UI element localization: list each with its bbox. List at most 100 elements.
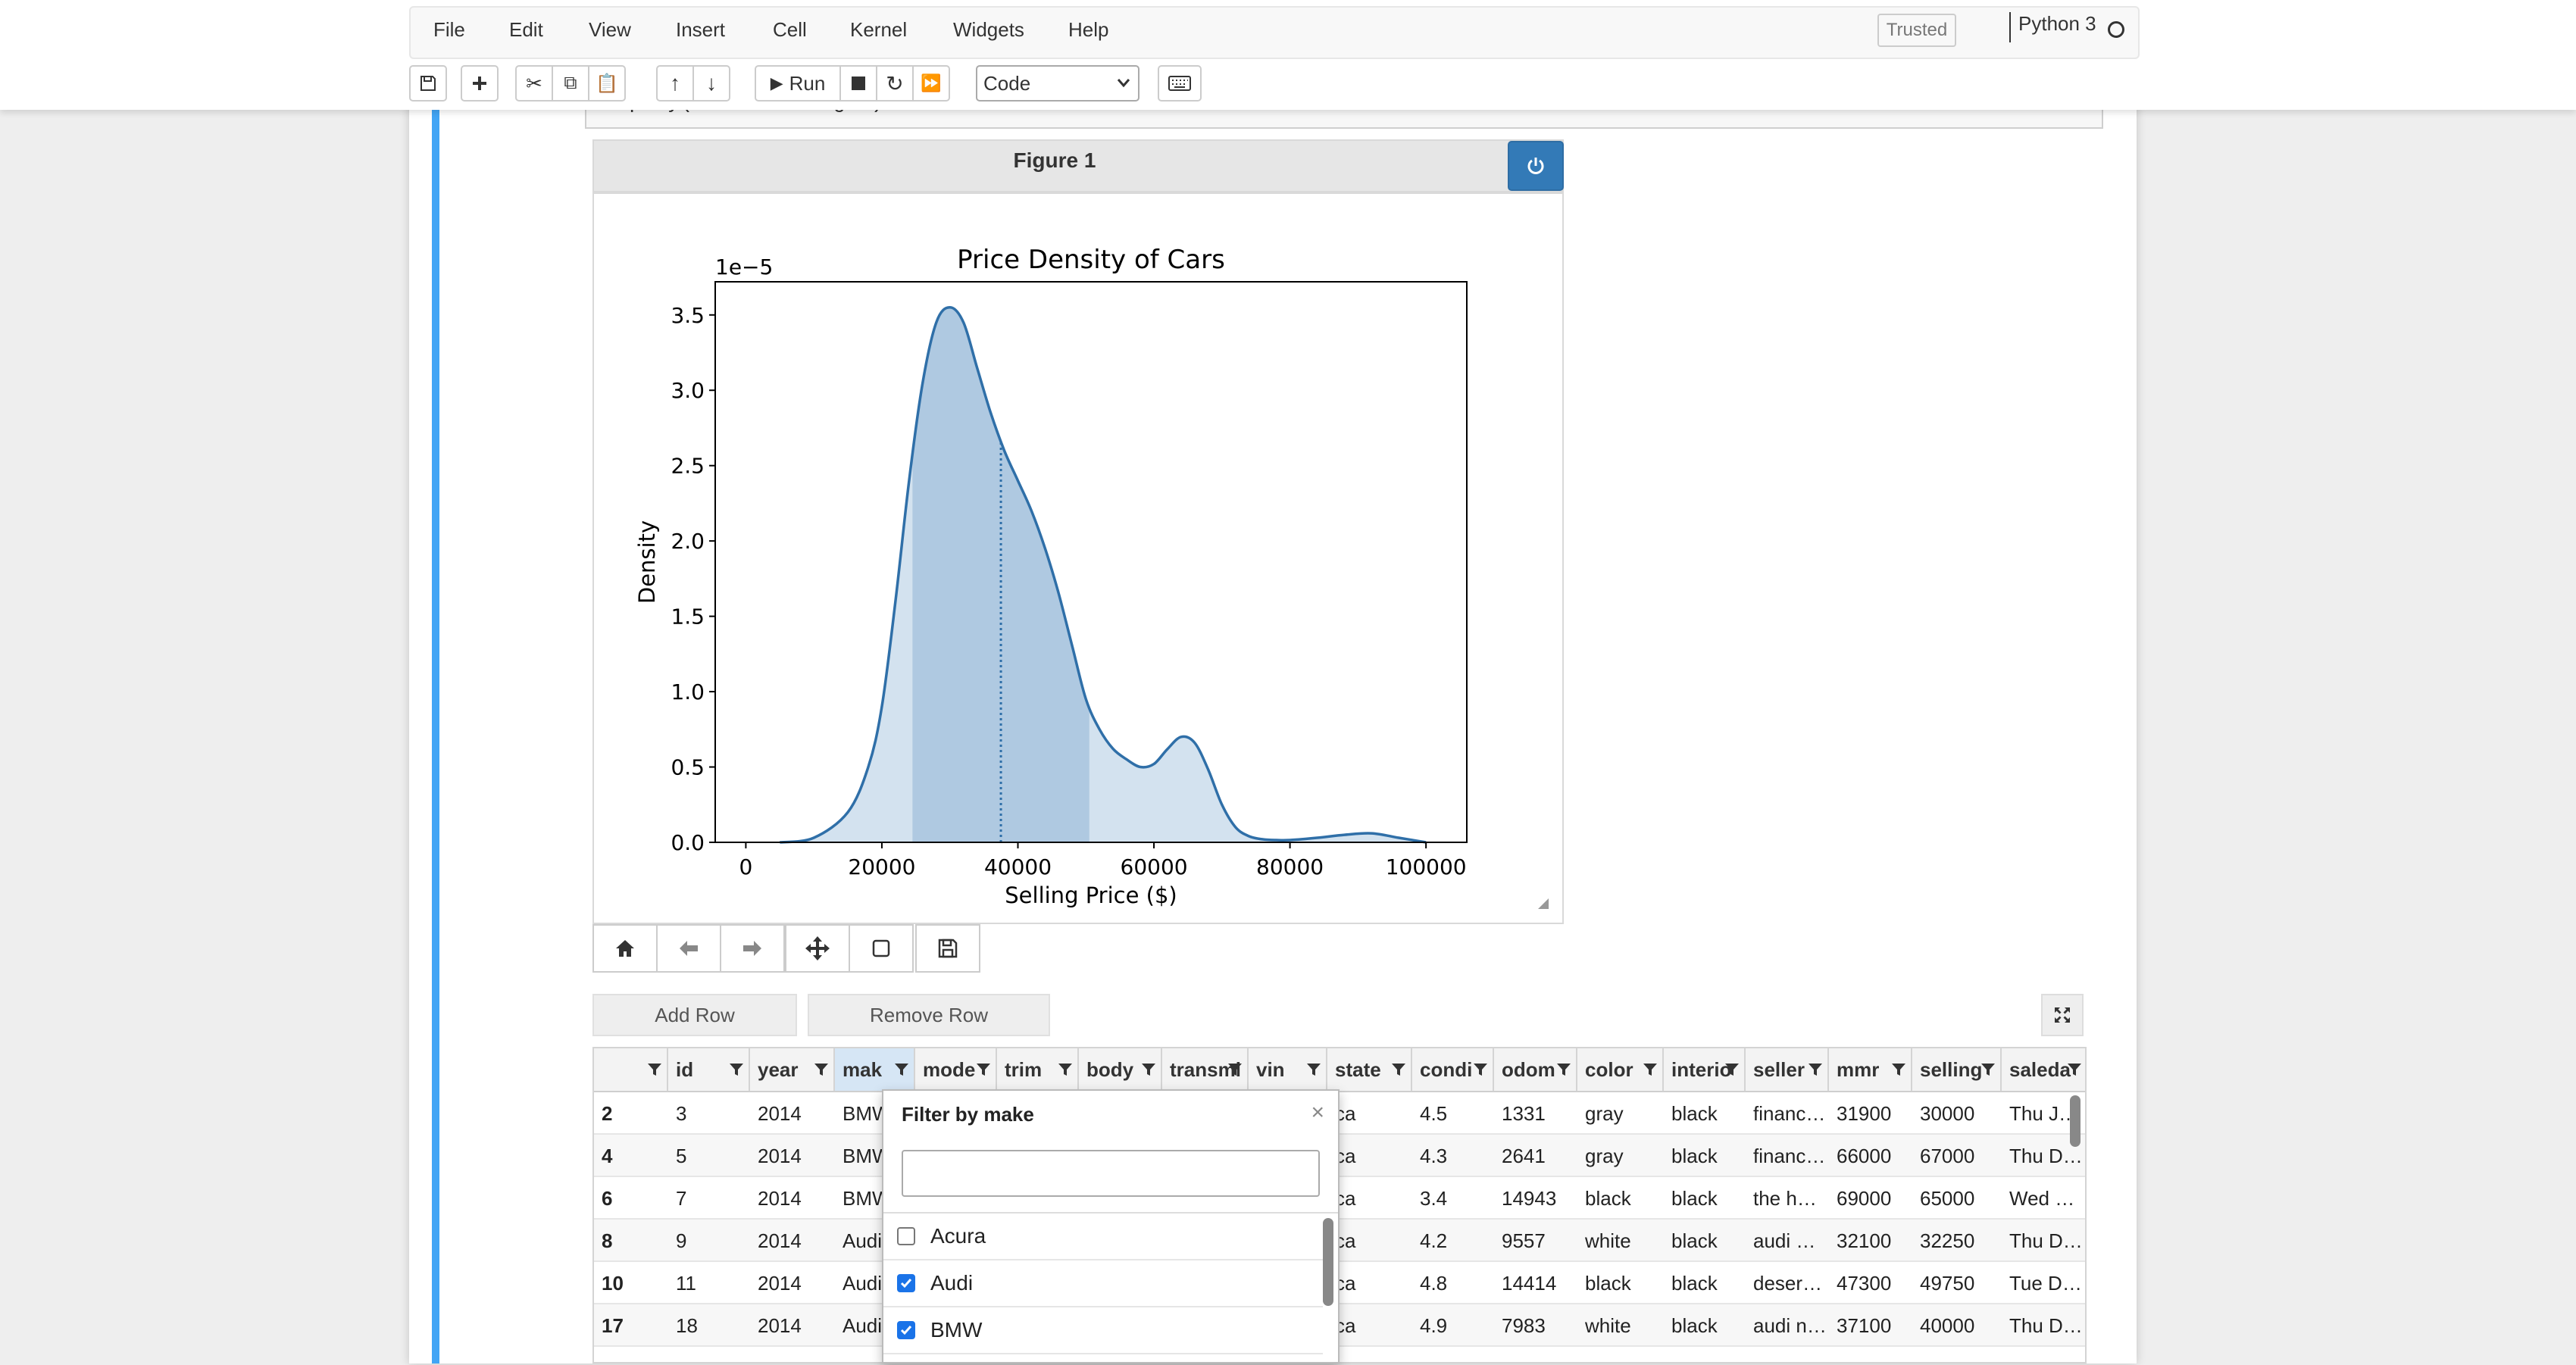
cell-color[interactable]: black [1585, 1272, 1631, 1295]
filter-icon[interactable] [1980, 1062, 1996, 1077]
add-row-button[interactable]: Add Row [592, 994, 797, 1036]
column-header-mmr[interactable]: mmr [1829, 1048, 1912, 1091]
cell-make[interactable]: Audi [843, 1314, 883, 1337]
cell-index[interactable]: 17 [602, 1314, 624, 1337]
filter-option-audi[interactable]: Audi [883, 1260, 1323, 1307]
column-header-model[interactable]: mode [915, 1048, 997, 1091]
table-row[interactable]: 8 9 2014 Audi ca 4.2 9557 white black audi … 32100… [594, 1220, 2085, 1262]
cell-condition[interactable]: 4.5 [1420, 1102, 1448, 1125]
cell-mmr[interactable]: 32100 [1837, 1229, 1892, 1252]
cell-year[interactable]: 2014 [758, 1102, 802, 1125]
copy-button[interactable]: ⧉ [552, 65, 589, 102]
cell-seller[interactable]: financ… [1753, 1145, 1826, 1167]
column-header-state[interactable]: state [1327, 1048, 1412, 1091]
cell-odometer[interactable]: 14943 [1502, 1187, 1557, 1210]
column-header-saledate[interactable]: saleda [2002, 1048, 2085, 1091]
zoom-rect-button[interactable] [849, 924, 914, 973]
cell-make[interactable]: Audi [843, 1272, 883, 1295]
column-header-color[interactable]: color [1577, 1048, 1664, 1091]
menu-file[interactable]: File [433, 18, 465, 41]
trusted-indicator[interactable]: Trusted [1877, 14, 1956, 47]
cell-sellingprice[interactable]: 32250 [1920, 1229, 1975, 1252]
checkbox-icon[interactable] [897, 1274, 915, 1292]
insert-cell-button[interactable] [461, 65, 499, 102]
filter-icon[interactable] [1891, 1062, 1906, 1077]
cell-color[interactable]: gray [1585, 1102, 1624, 1125]
filter-search-input[interactable] [902, 1150, 1320, 1197]
cell-seller[interactable]: audi … [1753, 1229, 1816, 1252]
cell-color[interactable]: black [1585, 1187, 1631, 1210]
filter-icon[interactable] [1556, 1062, 1571, 1077]
filter-option-acura[interactable]: Acura [883, 1214, 1323, 1260]
filter-icon[interactable] [1391, 1062, 1406, 1077]
move-up-button[interactable]: ↑ [656, 65, 694, 102]
filter-icon[interactable] [1058, 1062, 1073, 1077]
download-button[interactable] [915, 924, 980, 973]
kernel-name[interactable]: Python 3 [2018, 12, 2096, 35]
cell-interior[interactable]: black [1671, 1314, 1718, 1337]
cell-interior[interactable]: black [1671, 1229, 1718, 1252]
cell-interior[interactable]: black [1671, 1145, 1718, 1167]
cell-id[interactable]: 11 [676, 1272, 696, 1295]
filter-icon[interactable] [1724, 1062, 1740, 1077]
table-row[interactable]: 2 3 2014 BMW ca 4.5 1331 gray black financ… 31900 3… [594, 1092, 2085, 1135]
filter-scrollbar[interactable] [1323, 1218, 1333, 1306]
column-header-make[interactable]: mak [835, 1048, 915, 1091]
cell-type-select[interactable]: Code [976, 65, 1140, 102]
cell-sellingprice[interactable]: 67000 [1920, 1145, 1975, 1167]
cell-year[interactable]: 2014 [758, 1272, 802, 1295]
cell-sellingprice[interactable]: 30000 [1920, 1102, 1975, 1125]
menu-cell[interactable]: Cell [773, 18, 807, 41]
filter-icon[interactable] [1473, 1062, 1488, 1077]
cell-seller[interactable]: deser… [1753, 1272, 1823, 1295]
menu-insert[interactable]: Insert [676, 18, 726, 41]
checkbox-icon[interactable] [897, 1227, 915, 1245]
cell-year[interactable]: 2014 [758, 1145, 802, 1167]
cell-id[interactable]: 5 [676, 1145, 687, 1167]
back-button[interactable] [656, 924, 721, 973]
save-button[interactable] [409, 65, 447, 102]
cell-index[interactable]: 6 [602, 1187, 613, 1210]
cell-saledate[interactable]: Tue D… [2009, 1272, 2082, 1295]
cell-mmr[interactable]: 69000 [1837, 1187, 1892, 1210]
cell-condition[interactable]: 4.3 [1420, 1145, 1448, 1167]
cell-id[interactable]: 3 [676, 1102, 687, 1125]
menu-help[interactable]: Help [1068, 18, 1109, 41]
column-header-trim[interactable]: trim [997, 1048, 1079, 1091]
cell-condition[interactable]: 4.8 [1420, 1272, 1448, 1295]
cell-condition[interactable]: 4.9 [1420, 1314, 1448, 1337]
menu-kernel[interactable]: Kernel [850, 18, 908, 41]
cell-saledate[interactable]: Thu D… [2009, 1145, 2083, 1167]
cell-interior[interactable]: black [1671, 1102, 1718, 1125]
filter-icon[interactable] [1808, 1062, 1823, 1077]
column-header-sellingprice[interactable]: selling [1912, 1048, 2002, 1091]
move-down-button[interactable]: ↓ [692, 65, 730, 102]
cell-interior[interactable]: black [1671, 1272, 1718, 1295]
column-header-id[interactable]: id [668, 1048, 750, 1091]
menu-widgets[interactable]: Widgets [953, 18, 1024, 41]
filter-icon[interactable] [2067, 1062, 2082, 1077]
cell-id[interactable]: 7 [676, 1187, 687, 1210]
column-header-vin[interactable]: vin [1249, 1048, 1327, 1091]
resize-handle-icon[interactable] [1538, 898, 1549, 909]
menu-view[interactable]: View [589, 18, 631, 41]
cell-color[interactable]: gray [1585, 1145, 1624, 1167]
cell-mmr[interactable]: 47300 [1837, 1272, 1892, 1295]
cell-sellingprice[interactable]: 40000 [1920, 1314, 1975, 1337]
column-header-odometer[interactable]: odom [1494, 1048, 1577, 1091]
cell-index[interactable]: 10 [602, 1272, 624, 1295]
home-button[interactable] [592, 924, 658, 973]
column-header-body[interactable]: body [1079, 1048, 1162, 1091]
cell-id[interactable]: 18 [676, 1314, 698, 1337]
forward-button[interactable] [720, 924, 785, 973]
column-header-condition[interactable]: condi [1412, 1048, 1494, 1091]
table-row[interactable]: 6 7 2014 BMW ca 3.4 14943 black black the h… 69000… [594, 1177, 2085, 1220]
cell-mmr[interactable]: 31900 [1837, 1102, 1892, 1125]
cell-color[interactable]: white [1585, 1229, 1631, 1252]
cell-seller[interactable]: financ… [1753, 1102, 1826, 1125]
cell-state[interactable]: ca [1335, 1187, 1356, 1210]
filter-icon[interactable] [1643, 1062, 1658, 1077]
cell-seller[interactable]: the h… [1753, 1187, 1817, 1210]
column-header-seller[interactable]: seller [1746, 1048, 1829, 1091]
column-header-interior[interactable]: interio [1664, 1048, 1746, 1091]
